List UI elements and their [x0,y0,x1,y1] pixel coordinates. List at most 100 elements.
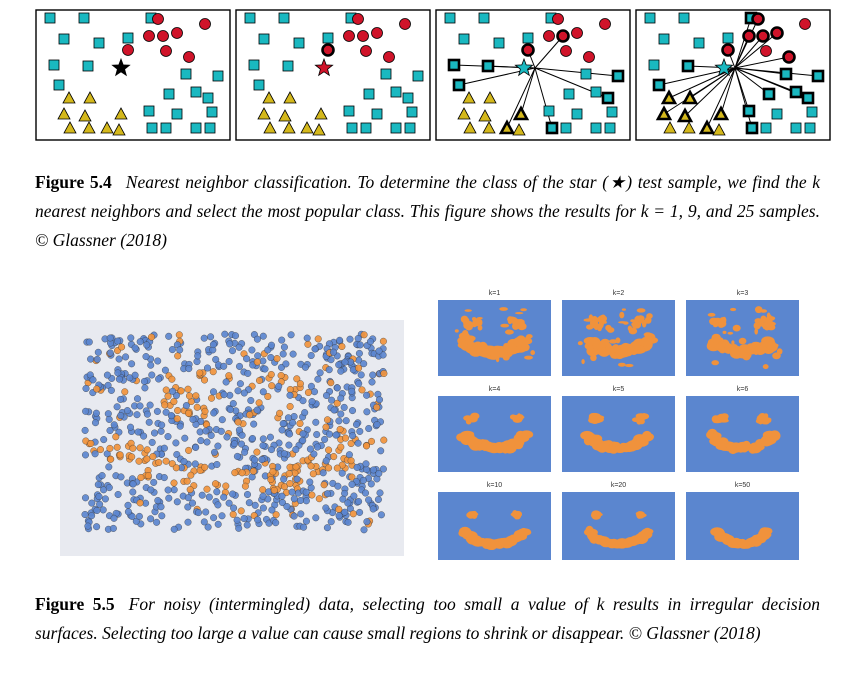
panel-title: k=5 [613,386,625,393]
blue-point [311,388,318,396]
circle-marker [760,45,772,57]
orange-region [515,513,521,517]
blue-point [128,512,136,520]
orange-point [209,368,217,376]
square-marker [360,122,372,134]
square-marker [790,122,802,134]
square-marker [190,122,202,134]
blue-point [248,346,256,354]
triangle-marker [682,121,696,134]
orange-point [193,403,201,411]
orange-point [161,401,169,409]
blue-point [114,369,122,377]
orange-region [518,528,531,535]
blue-point [133,411,141,419]
blue-point [330,406,338,414]
blue-point [180,458,188,466]
blue-point [231,440,238,448]
square-marker [745,121,759,135]
blue-point [107,386,115,394]
orange-point [170,398,178,406]
square-marker [212,70,224,82]
figure-5-4-caption: Figure 5.4 Nearest neighbor classificatio… [35,168,820,255]
blue-point [247,397,255,404]
blue-point [279,350,287,358]
triangle-marker [312,123,326,136]
knn-panel-4 [635,9,831,141]
orange-region [766,312,771,320]
blue-point [289,419,297,427]
blue-point [157,503,165,511]
orange-point [285,470,293,478]
panel-frame [35,9,231,141]
panel-title: k=2 [613,290,625,297]
blue-point [369,505,377,513]
blue-point [259,435,267,443]
blue-point [344,518,352,526]
circle-marker [157,30,169,42]
blue-point [301,409,309,417]
orange-region [597,415,605,420]
blue-point [184,494,192,502]
orange-point [304,389,312,396]
blue-point [147,486,155,494]
triangle-marker [655,105,673,121]
orange-point [324,416,331,424]
triangle-marker [283,91,297,104]
blue-point [335,417,343,425]
blue-point [153,407,161,415]
blue-point [217,427,225,435]
orange-region [500,354,508,357]
blue-point [182,402,190,410]
neighbor-line [534,35,564,69]
orange-region [640,416,645,423]
blue-point [365,496,373,504]
orange-point [327,379,335,387]
orange-point [237,507,245,515]
blue-point [316,369,324,377]
blue-point [92,409,100,417]
star-marker [514,57,534,77]
orange-point [286,403,294,410]
orange-point [253,358,261,366]
orange-region [525,336,531,340]
square-marker [811,69,825,83]
orange-point [186,392,193,400]
decision-panel-k=5: k=5 [562,386,675,472]
blue-point [261,365,269,373]
circle-marker [770,26,784,40]
blue-point [126,374,134,382]
blue-point [323,524,331,532]
neighbor-line [734,32,778,69]
orange-point [143,446,151,454]
blue-point [354,335,362,342]
orange-region [522,337,533,345]
blue-point [314,375,322,383]
orange-point [143,455,151,463]
orange-region [646,343,651,349]
blue-point [302,517,310,525]
square-marker [681,59,695,73]
circle-marker [543,30,555,42]
orange-point [286,480,294,488]
blue-point [346,335,354,343]
square-marker [563,88,575,100]
orange-point [337,443,345,451]
blue-point [233,516,241,524]
orange-point [273,355,281,363]
blue-point [181,434,189,442]
blue-point [143,410,151,418]
blue-point [134,428,142,436]
orange-point [144,472,152,480]
triangle-marker [463,121,477,134]
blue-point [210,388,217,396]
square-marker [648,59,660,71]
orange-point [373,403,381,411]
orange-point [379,337,387,345]
blue-point [235,343,243,351]
square-marker [248,59,260,71]
blue-point [311,345,319,353]
orange-region [505,329,514,335]
blue-point [245,499,253,507]
orange-point [255,399,263,407]
